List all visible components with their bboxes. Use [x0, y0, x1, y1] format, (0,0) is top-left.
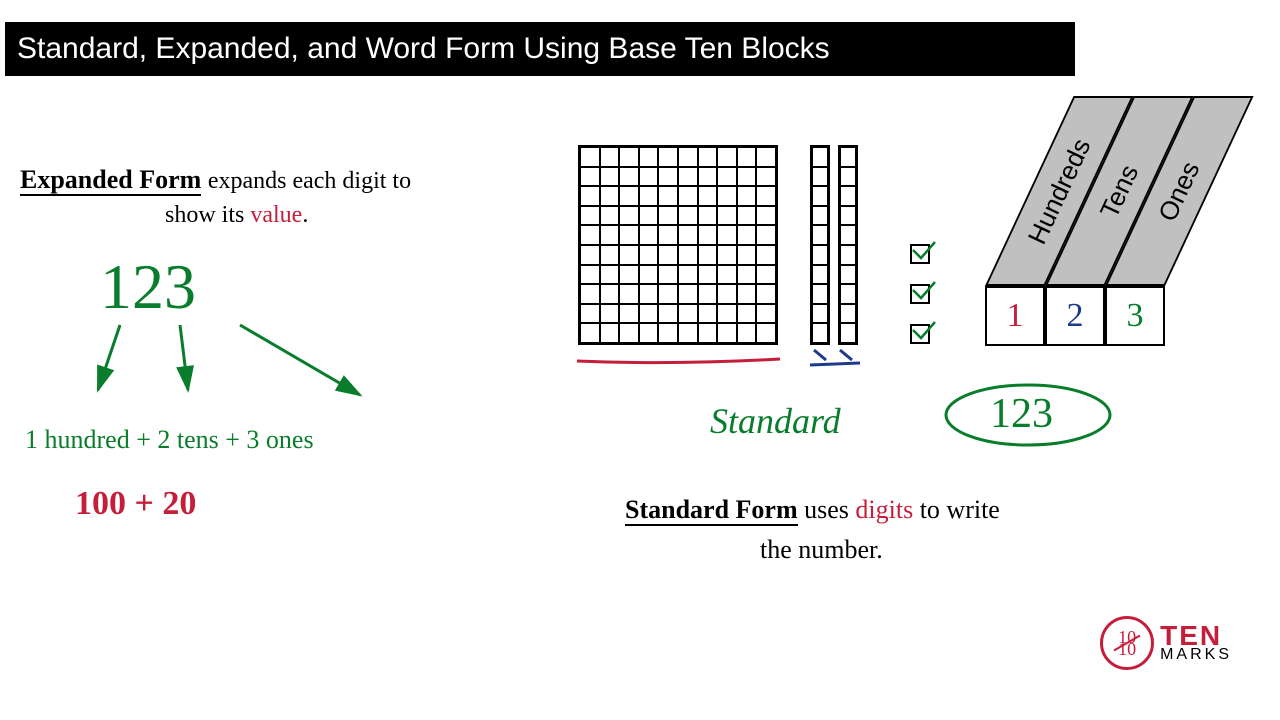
ten-rod-2: for(let i=0;i<10;i++)document.write('<di… [838, 145, 858, 345]
unit-cube-1 [910, 244, 930, 264]
logo-circle-icon: 10 10 [1100, 616, 1154, 670]
expanded-form-def-line1: Expanded Form expands each digit to [20, 165, 411, 195]
arrows-123 [60, 320, 400, 410]
pv-value-tens: 2 [1045, 286, 1105, 346]
tens-underline [808, 347, 868, 372]
title-text: Standard, Expanded, and Word Form Using … [17, 32, 830, 66]
logo-text: TEN MARKS [1160, 623, 1232, 663]
place-value-chart: Hundreds Tens Ones 1 2 3 [985, 96, 1237, 346]
numeric-partial: 100 + 20 [75, 485, 196, 523]
unit-cube-3 [910, 324, 930, 344]
pv-value-ones: 3 [1105, 286, 1165, 346]
pv-value-hundreds: 1 [985, 286, 1045, 346]
standard-form-def-2: the number. [760, 535, 883, 565]
breakdown-words: 1 hundred + 2 tens + 3 ones [25, 425, 314, 455]
page-title: Standard, Expanded, and Word Form Using … [5, 22, 1075, 76]
standard-form-label: Standard Form [625, 495, 798, 526]
hundred-underline [575, 355, 785, 370]
expanded-form-def-line2: show its value. [165, 202, 308, 229]
standard-label: Standard [710, 400, 841, 442]
ten-rod-1: for(let i=0;i<10;i++)document.write('<di… [810, 145, 830, 345]
standard-form-def: Standard Form uses digits to write [625, 495, 1000, 525]
expanded-form-text1: expands each digit to [208, 168, 411, 194]
expanded-number: 123 [100, 250, 196, 324]
digits-word: digits [855, 495, 913, 524]
hundred-block: for(let i=0;i<100;i++)document.write('<d… [578, 145, 778, 345]
tenmarks-logo: 10 10 TEN MARKS [1100, 616, 1232, 670]
expanded-form-text2: show its [165, 202, 244, 228]
expanded-form-label: Expanded Form [20, 165, 201, 196]
unit-cube-2 [910, 284, 930, 304]
expanded-form-value-word: value [250, 202, 302, 228]
standard-number: 123 [990, 390, 1053, 438]
